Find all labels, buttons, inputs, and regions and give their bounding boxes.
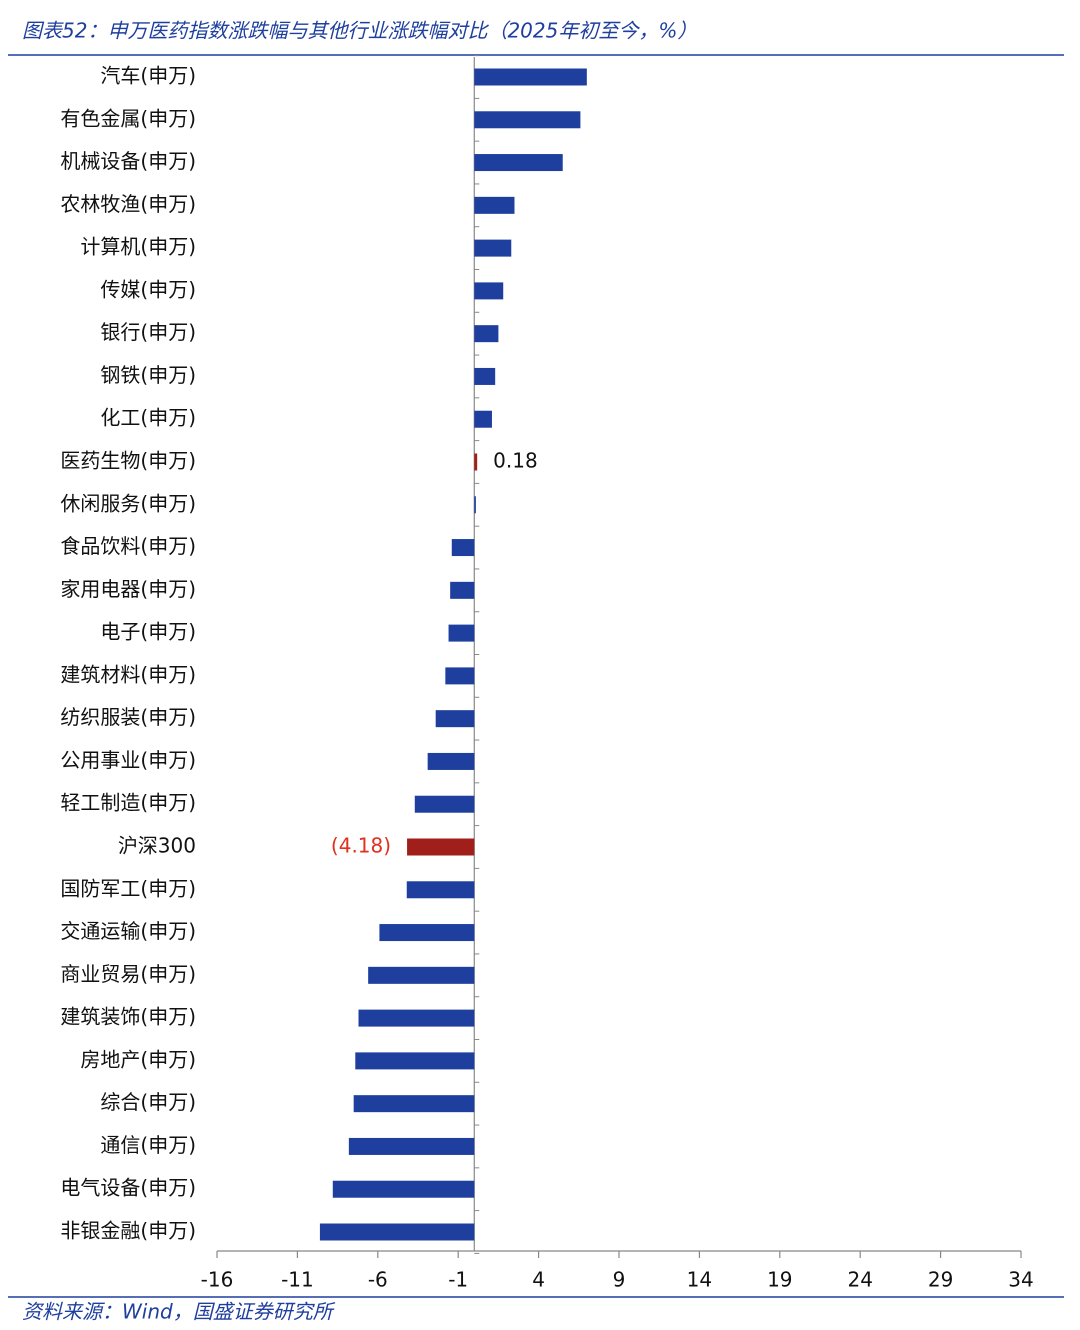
y-tick-label: 有色金属(申万) [60, 106, 196, 130]
bar [414, 795, 475, 813]
x-tick-label: -16 [201, 1268, 234, 1292]
bar [368, 966, 475, 984]
y-tick-label: 农林牧渔(申万) [60, 192, 196, 216]
y-tick-label: 综合(申万) [100, 1090, 196, 1114]
y-tick-label: 钢铁(申万) [100, 363, 196, 387]
y-tick-label: 家用电器(申万) [60, 577, 196, 601]
y-tick-label: 纺织服装(申万) [60, 705, 196, 729]
source-note: 资料来源：Wind，国盛证券研究所 [22, 1300, 336, 1324]
bar [474, 367, 496, 385]
bar [448, 624, 475, 642]
x-tick-label: -1 [448, 1268, 468, 1292]
bar [474, 410, 492, 428]
bar [355, 1052, 475, 1070]
bar [435, 710, 475, 728]
x-tick-label: -6 [368, 1268, 388, 1292]
bar [451, 539, 475, 557]
bar [445, 667, 475, 685]
y-tick-label: 建筑材料(申万) [60, 662, 196, 686]
y-tick-label: 房地产(申万) [80, 1047, 196, 1071]
bar [332, 1180, 475, 1198]
bar [474, 325, 499, 343]
y-tick-label: 传媒(申万) [100, 277, 196, 301]
y-tick-label: 医药生物(申万) [60, 449, 196, 473]
y-tick-label: 轻工制造(申万) [60, 791, 196, 815]
x-tick-label: 29 [928, 1268, 953, 1292]
bar [379, 924, 475, 942]
bar [407, 838, 475, 856]
bar [348, 1137, 475, 1155]
y-tick-label: 沪深300 [118, 834, 196, 858]
x-tick-label: 19 [767, 1268, 792, 1292]
y-tick-label: 汽车(申万) [100, 64, 196, 88]
x-tick-label: 24 [847, 1268, 872, 1292]
y-tick-label: 计算机(申万) [80, 235, 196, 259]
y-tick-label: 化工(申万) [100, 406, 196, 430]
y-tick-label: 非银金融(申万) [60, 1219, 196, 1243]
bar [406, 881, 475, 899]
y-tick-label: 国防军工(申万) [60, 876, 196, 900]
chart-title: 图表52：申万医药指数涨跌幅与其他行业涨跌幅对比（2025年初至今，%） [22, 19, 697, 43]
bar [319, 1223, 475, 1241]
bar [474, 453, 478, 471]
bar [450, 581, 475, 599]
bar [474, 154, 563, 172]
y-tick-label: 公用事业(申万) [60, 748, 196, 772]
bar [358, 1009, 475, 1027]
y-tick-label: 商业贸易(申万) [60, 962, 196, 986]
x-tick-label: 4 [532, 1268, 545, 1292]
y-tick-label: 休闲服务(申万) [60, 491, 196, 515]
bar [474, 196, 515, 214]
y-tick-label: 食品饮料(申万) [60, 534, 196, 558]
y-tick-label: 机械设备(申万) [60, 149, 196, 173]
y-tick-label: 电气设备(申万) [60, 1176, 196, 1200]
x-tick-label: 9 [613, 1268, 626, 1292]
bar [474, 68, 587, 86]
bar [427, 752, 475, 770]
y-tick-label: 电子(申万) [100, 620, 196, 644]
bar [474, 111, 581, 129]
bar [474, 282, 504, 300]
bar [474, 239, 512, 257]
x-tick-label: 14 [687, 1268, 712, 1292]
y-tick-label: 交通运输(申万) [60, 919, 196, 943]
x-tick-label: 34 [1008, 1268, 1033, 1292]
data-label: 0.18 [493, 449, 538, 473]
bar [474, 496, 476, 514]
data-label: (4.18) [331, 834, 391, 858]
y-tick-label: 建筑装饰(申万) [60, 1005, 196, 1029]
y-tick-label: 通信(申万) [100, 1133, 196, 1157]
bar [353, 1095, 475, 1113]
x-tick-label: -11 [281, 1268, 314, 1292]
y-tick-label: 银行(申万) [100, 320, 196, 344]
